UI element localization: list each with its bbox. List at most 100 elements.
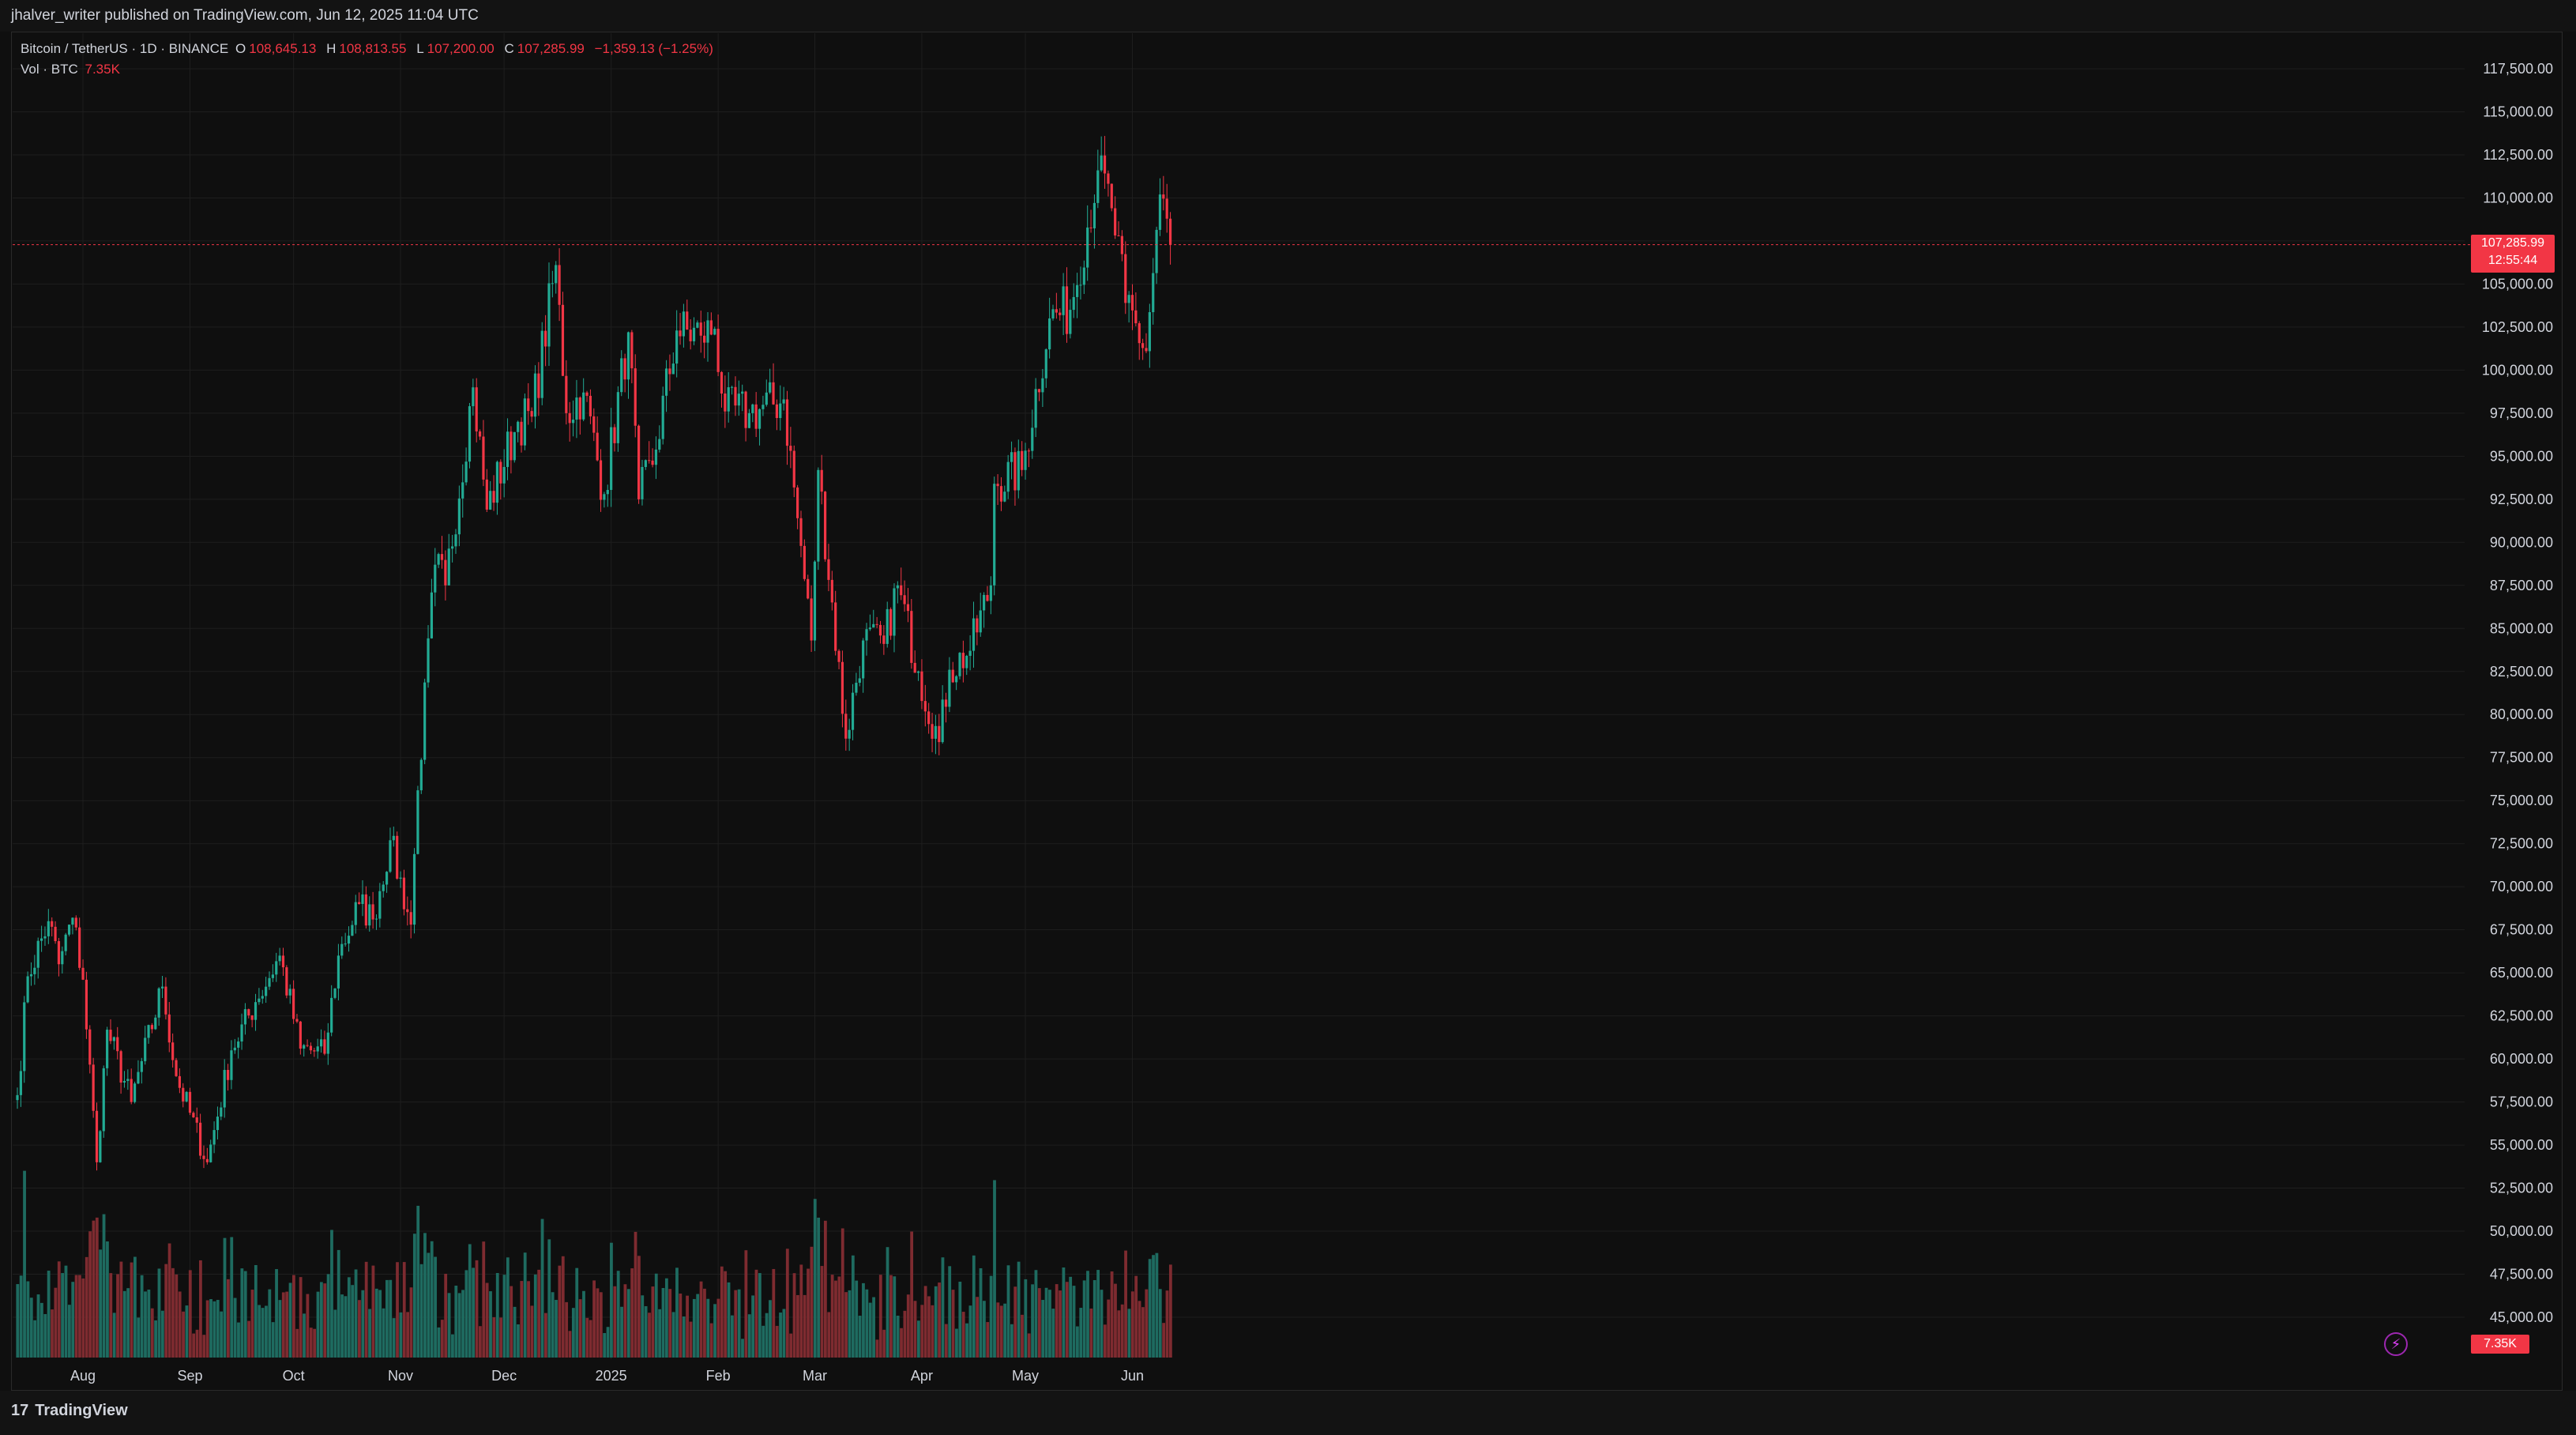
candle-body [765, 392, 768, 405]
volume-bars [16, 1170, 1172, 1358]
tradingview-logo[interactable]: 17 TradingView [11, 1402, 128, 1420]
price-axis-label: 52,500.00 [2490, 1181, 2553, 1196]
candle-body [703, 335, 706, 343]
candle-body [1072, 296, 1075, 311]
volume-bar [330, 1230, 333, 1358]
candle-body [1092, 202, 1096, 228]
volume-bar [510, 1286, 513, 1358]
volume-bar [606, 1327, 610, 1358]
candle-body [323, 1039, 326, 1054]
volume-bar [520, 1281, 524, 1358]
volume-bar [95, 1217, 99, 1358]
volume-bar [26, 1281, 30, 1358]
volume-bar [1027, 1333, 1031, 1358]
volume-bar [316, 1291, 320, 1358]
candle-body [668, 368, 671, 375]
chart-pane[interactable] [11, 32, 2563, 1391]
volume-bar [620, 1306, 623, 1358]
volume-bar [989, 1275, 993, 1358]
candle-body [261, 996, 264, 999]
candle-body [1120, 235, 1123, 254]
candle-body [730, 386, 734, 388]
candle-body [1044, 349, 1047, 379]
volume-bar [886, 1247, 889, 1358]
volume-bar [592, 1280, 596, 1358]
candle-body [720, 371, 724, 394]
volume-bar [81, 1278, 85, 1358]
price-axis-label: 75,000.00 [2490, 793, 2553, 808]
candle-body [351, 925, 354, 936]
volume-bar [1127, 1309, 1131, 1358]
candle-body [938, 725, 941, 743]
volume-bar [392, 1318, 396, 1358]
candle-body [1086, 227, 1089, 268]
volume-bar [555, 1300, 558, 1358]
candle-body [775, 404, 778, 418]
candle-body [1055, 309, 1058, 313]
volume-bar [195, 1329, 199, 1358]
volume-bar [1062, 1267, 1066, 1358]
candle-body [900, 585, 903, 596]
volume-bar [309, 1328, 313, 1358]
candle-body [834, 602, 837, 651]
candle-body [295, 1019, 299, 1022]
symbol-legend[interactable]: Bitcoin / TetherUS · 1D · BINANCE O 108,6… [21, 41, 716, 57]
price-axis[interactable]: 45,000.00 47,500.00 50,000.00 52,500.00 55,0… [2482, 61, 2553, 1325]
candle-body [378, 891, 382, 919]
volume-bar [944, 1324, 948, 1358]
volume-bar [540, 1218, 544, 1358]
time-axis-label: Mar [803, 1368, 827, 1384]
volume-bar [358, 1300, 361, 1358]
price-axis-label: 90,000.00 [2490, 534, 2553, 550]
candle-body [475, 387, 478, 431]
volume-bar [799, 1264, 803, 1358]
candle-body [986, 594, 989, 601]
volume-bar [565, 1301, 569, 1358]
volume-bar [419, 1264, 423, 1358]
candle-body [527, 398, 530, 412]
volume-bar [275, 1269, 278, 1358]
candle-body [1114, 208, 1117, 235]
symbol-title[interactable]: Bitcoin / TetherUS · 1D · BINANCE [21, 41, 229, 56]
candle-body [95, 1110, 99, 1162]
volume-label[interactable]: Vol · BTC [21, 62, 78, 77]
candle-body [872, 623, 875, 628]
volume-bar [1107, 1299, 1111, 1358]
price-axis-label: 72,500.00 [2490, 836, 2553, 852]
volume-bar [99, 1249, 103, 1358]
volume-bar [171, 1267, 175, 1358]
candle-body [402, 877, 406, 910]
volume-bar [199, 1260, 202, 1358]
candle-body [620, 358, 623, 393]
candle-body [510, 431, 513, 461]
volume-bar [1010, 1324, 1013, 1358]
price-axis-label: 97,500.00 [2490, 405, 2553, 421]
candle-body [968, 650, 972, 656]
volume-bar [965, 1323, 968, 1358]
volume-bar [464, 1270, 468, 1358]
candle-body [568, 412, 571, 424]
candle-body [396, 835, 399, 879]
candle-body [875, 623, 878, 625]
candle-body [585, 392, 589, 396]
candle-body [389, 840, 392, 872]
price-axis-label: 55,000.00 [2490, 1137, 2553, 1153]
volume-bar [682, 1316, 686, 1358]
candle-body [551, 283, 554, 284]
volume-bar [313, 1328, 317, 1358]
volume-bar [578, 1299, 582, 1358]
volume-bar [900, 1328, 903, 1358]
lightning-icon[interactable]: ⚡ [2384, 1332, 2408, 1356]
volume-bar [337, 1249, 340, 1358]
volume-legend[interactable]: Vol · BTC 7.35K [21, 62, 123, 77]
time-axis[interactable]: Aug Sep Oct Nov Dec 2025 Feb Mar Apr May Jun [70, 1368, 1144, 1384]
candle-body [661, 395, 664, 439]
candle-body [893, 588, 896, 636]
volume-bar [385, 1279, 389, 1358]
volume-bar [378, 1290, 382, 1358]
last-price-tag: 107,285.99 12:55:44 [2471, 235, 2555, 273]
volume-bar [371, 1265, 375, 1358]
volume-bar [668, 1289, 672, 1358]
volume-bar [699, 1281, 703, 1358]
